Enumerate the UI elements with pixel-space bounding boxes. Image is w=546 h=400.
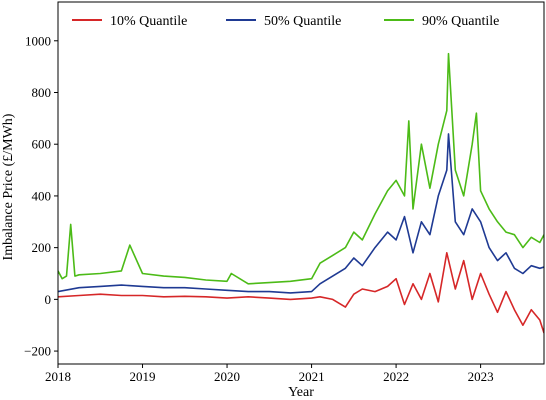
x-axis-label: Year <box>288 385 314 400</box>
x-tick-label: 2023 <box>468 369 494 384</box>
x-tick-label: 2018 <box>45 369 71 384</box>
x-tick-label: 2022 <box>383 369 409 384</box>
legend-label-q10: 10% Quantile <box>110 14 187 29</box>
x-tick-label: 2019 <box>130 369 156 384</box>
y-tick-label: −200 <box>24 344 51 359</box>
y-tick-label: 0 <box>45 292 52 307</box>
y-tick-label: 200 <box>32 240 52 255</box>
plot-frame <box>57 1 545 365</box>
legend-label-q90: 90% Quantile <box>422 14 499 29</box>
y-axis-ticks: −200 0 200 400 600 800 1000 <box>24 33 58 359</box>
legend: 10% Quantile 50% Quantile 90% Quantile <box>72 14 499 29</box>
y-tick-label: 1000 <box>25 33 51 48</box>
y-tick-label: 600 <box>32 137 52 152</box>
y-tick-label: 400 <box>32 188 52 203</box>
y-tick-label: 800 <box>32 85 52 100</box>
x-tick-label: 2021 <box>299 369 325 384</box>
y-axis-label: Imbalance Price (£/MWh) <box>1 113 16 260</box>
series-line-q10 <box>58 252 544 334</box>
plot-lines <box>58 52 544 334</box>
legend-label-q50: 50% Quantile <box>264 14 341 29</box>
x-tick-label: 2020 <box>214 369 240 384</box>
series-line-q50 <box>58 133 544 294</box>
x-axis-ticks: 2018 2019 2020 2021 2022 2023 <box>45 364 494 384</box>
series-line-q90 <box>58 52 544 285</box>
